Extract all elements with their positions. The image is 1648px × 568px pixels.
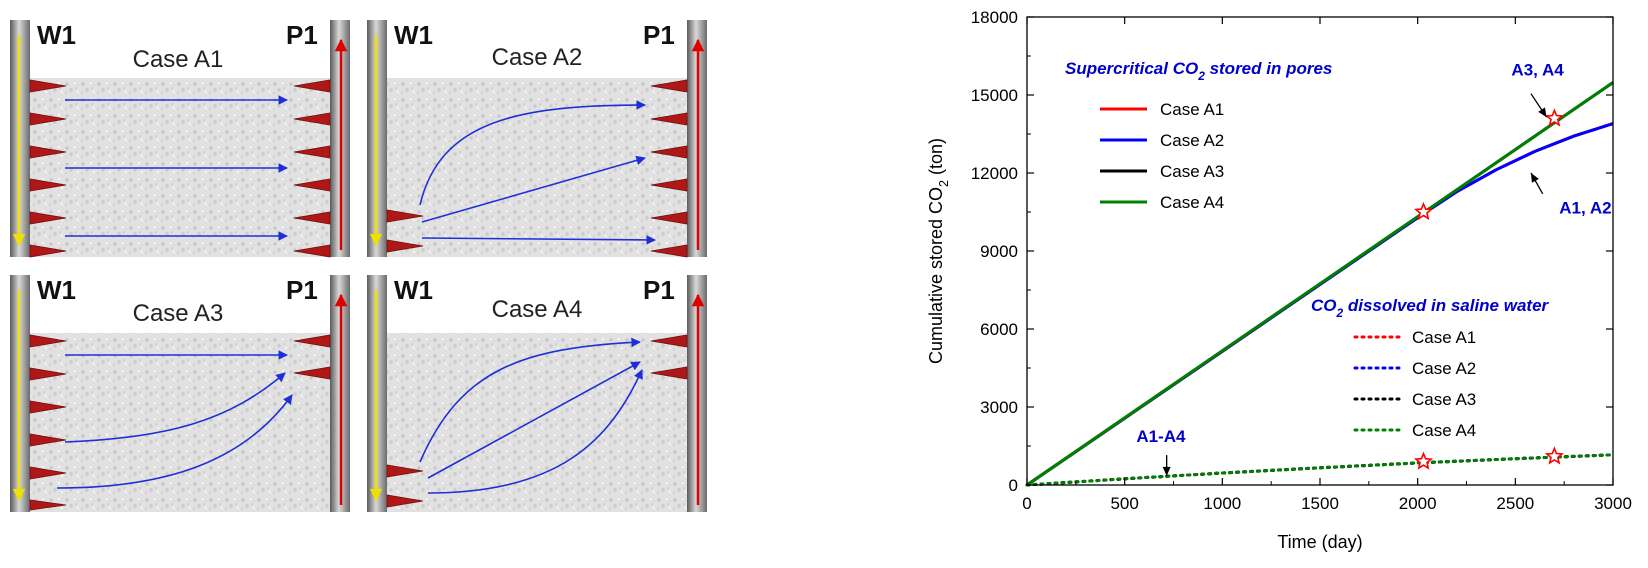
well-label-w1: W1 <box>394 275 433 305</box>
legend-label-supercritical-2: Case A3 <box>1160 162 1224 181</box>
y-tick-label-1: 3000 <box>980 398 1018 417</box>
series-line-3 <box>1026 81 1614 487</box>
well-label-w1: W1 <box>394 20 433 50</box>
x-axis-label: Time (day) <box>1277 532 1362 552</box>
series-line-7 <box>1025 453 1615 487</box>
x-tick-label-2: 1000 <box>1203 494 1241 513</box>
perforations <box>386 79 688 258</box>
reservoir-block <box>387 333 687 512</box>
legend-label-dissolved-2: Case A3 <box>1412 390 1476 409</box>
annotation-arrowhead-2 <box>1162 466 1171 476</box>
case-title: Case A2 <box>492 44 583 71</box>
y-tick-label-5: 15000 <box>971 86 1018 105</box>
legend-title-supercritical: Supercritical CO2 stored in pores <box>1065 59 1332 83</box>
x-tick-label-5: 2500 <box>1496 494 1534 513</box>
case-title: Case A1 <box>133 46 224 73</box>
x-tick-label-3: 1500 <box>1301 494 1339 513</box>
panel-case-a2: W1 P1 Case A2 <box>367 20 707 258</box>
annotation-arrow-0 <box>1530 93 1548 118</box>
flow-paths <box>419 100 656 245</box>
y-axis-label: Cumulative stored CO2 (ton) <box>926 138 951 364</box>
injection-cases-schematic: W1 P1 Case A1 W1 P1 Case A2 <box>10 20 707 512</box>
series-line-4 <box>1025 453 1615 487</box>
series-line-1 <box>1026 122 1614 487</box>
star-marker-1 <box>1544 108 1564 127</box>
series-line-2 <box>1026 81 1614 487</box>
series-line-0 <box>1026 122 1614 487</box>
annotation-arrowhead-0 <box>1538 107 1547 118</box>
well-label-w1: W1 <box>37 275 76 305</box>
panel-case-a1: W1 P1 Case A1 <box>10 20 350 258</box>
legend-label-supercritical-3: Case A4 <box>1160 193 1224 212</box>
star-marker-2 <box>1413 451 1434 470</box>
x-tick-label-0: 0 <box>1022 494 1031 513</box>
perforations <box>386 334 688 508</box>
case-title: Case A4 <box>492 296 583 323</box>
plot-frame <box>1026 16 1614 486</box>
legend-title-dissolved: CO2 dissolved in saline water <box>1311 296 1550 320</box>
y-tick-label-4: 12000 <box>971 164 1018 183</box>
reservoir-block <box>30 333 330 512</box>
series-line-5 <box>1025 453 1615 487</box>
series-line-6 <box>1025 453 1615 487</box>
perforations <box>29 79 331 258</box>
well-label-p1: P1 <box>643 20 675 50</box>
flow-paths <box>65 95 288 241</box>
y-tick-label-3: 9000 <box>980 242 1018 261</box>
well-label-p1: P1 <box>643 275 675 305</box>
legend-label-supercritical-0: Case A1 <box>1160 100 1224 119</box>
legend-label-dissolved-0: Case A1 <box>1412 328 1476 347</box>
well-label-p1: P1 <box>286 275 318 305</box>
perforations <box>29 334 331 511</box>
flow-paths <box>56 350 293 489</box>
x-tick-label-6: 3000 <box>1594 494 1632 513</box>
legend-label-supercritical-1: Case A2 <box>1160 131 1224 150</box>
y-tick-label-2: 6000 <box>980 320 1018 339</box>
x-tick-label-4: 2000 <box>1399 494 1437 513</box>
annotation-arrowhead-1 <box>1530 173 1539 183</box>
annotation-label-2: A1-A4 <box>1136 427 1186 446</box>
star-marker-3 <box>1544 446 1564 465</box>
y-tick-label-0: 0 <box>1009 476 1018 495</box>
well-label-p1: P1 <box>286 20 318 50</box>
legend-label-dissolved-3: Case A4 <box>1412 421 1476 440</box>
case-title: Case A3 <box>133 300 224 327</box>
x-tick-label-1: 500 <box>1110 494 1138 513</box>
panel-case-a4: W1 P1 Case A4 <box>367 275 707 512</box>
flow-paths <box>419 337 643 494</box>
annotation-arrow-1 <box>1530 172 1544 195</box>
y-tick-label-6: 18000 <box>971 8 1018 27</box>
panel-case-a3: W1 P1 Case A3 <box>10 275 350 512</box>
annotation-label-1: A1, A2 <box>1559 198 1611 217</box>
star-marker-0 <box>1413 201 1434 221</box>
legend-label-dissolved-1: Case A2 <box>1412 359 1476 378</box>
annotation-label-0: A3, A4 <box>1511 61 1564 80</box>
well-label-w1: W1 <box>37 20 76 50</box>
